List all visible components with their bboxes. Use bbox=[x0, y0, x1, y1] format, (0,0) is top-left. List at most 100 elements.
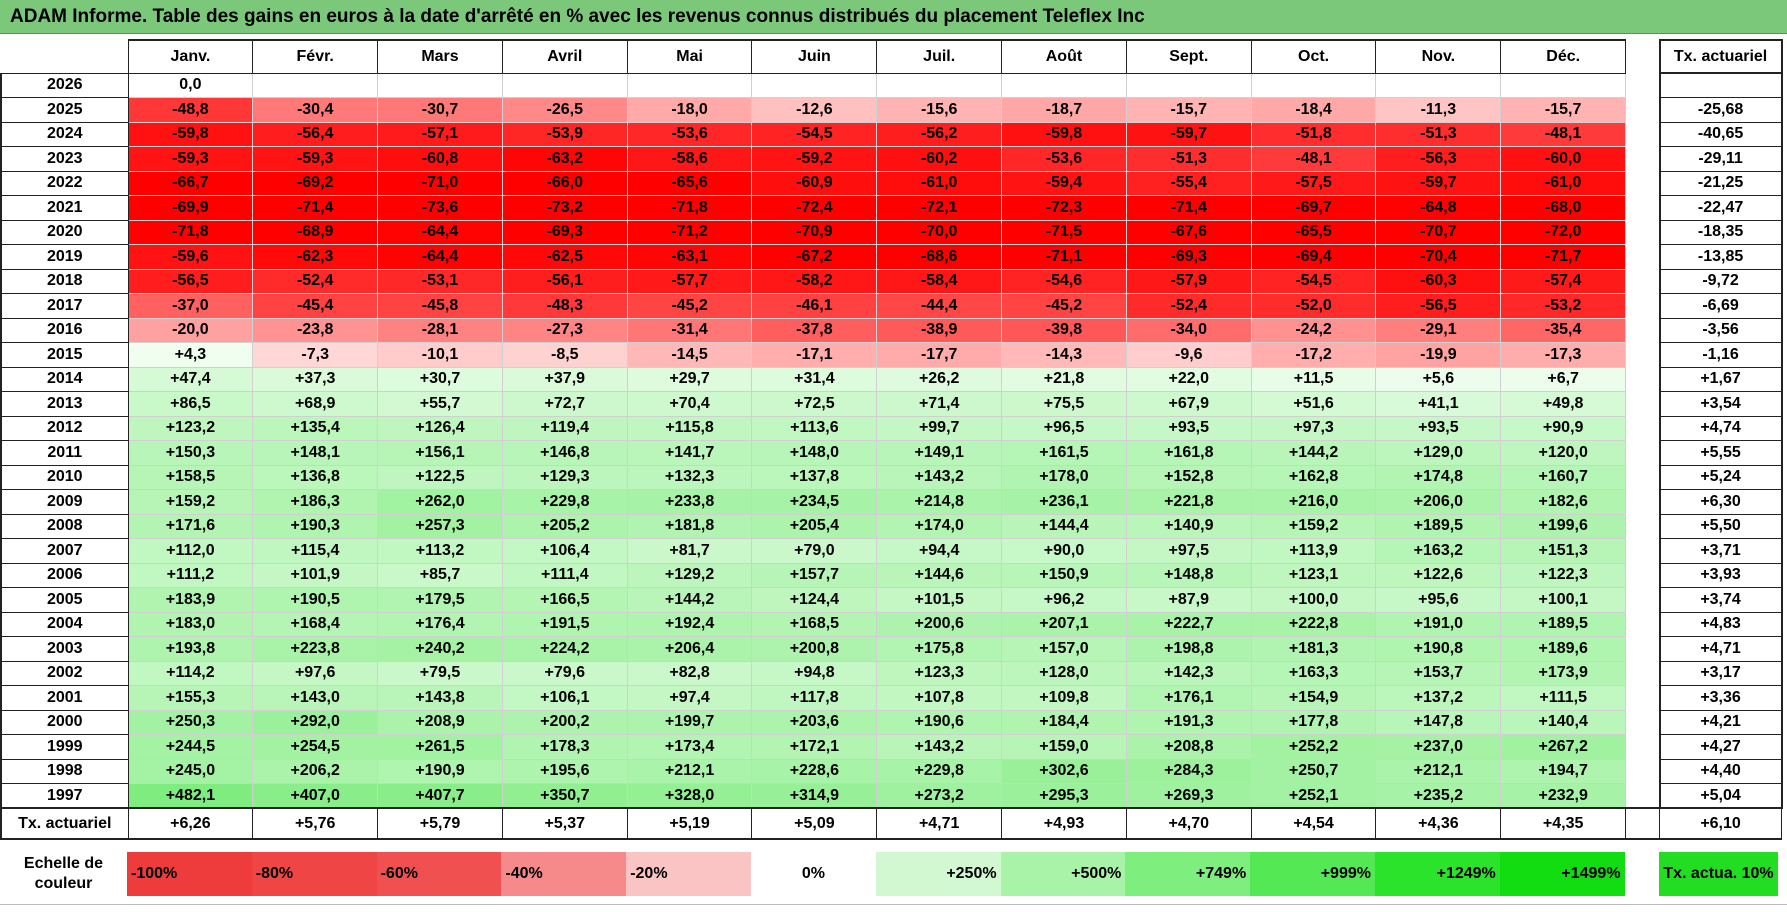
value-cell: +161,8 bbox=[1125, 440, 1252, 466]
scale-swatch: +1499% bbox=[1499, 852, 1625, 896]
value-cell: +273,2 bbox=[876, 783, 1003, 809]
scale-swatch: -40% bbox=[501, 852, 627, 896]
column-gap bbox=[1625, 122, 1660, 147]
value-cell: +177,8 bbox=[1250, 709, 1377, 735]
table-row: 2013 +86,5 +68,9 +55,7 +72,7 +70,4 +72,5 +71,4 +… bbox=[0, 391, 1783, 417]
value-cell: +195,6 bbox=[501, 758, 628, 784]
scale-label: Echelle de couleur bbox=[23, 855, 104, 892]
value-cell: -23,8 bbox=[252, 317, 379, 343]
value-cell: -48,8 bbox=[127, 97, 254, 123]
value-cell: +106,4 bbox=[501, 538, 628, 564]
year-label: 2023 bbox=[0, 146, 129, 172]
value-cell: +234,5 bbox=[751, 489, 878, 515]
value-cell: +482,1 bbox=[127, 783, 254, 809]
value-cell: +200,8 bbox=[751, 636, 878, 662]
value-cell: +143,2 bbox=[876, 734, 1003, 760]
value-cell: +150,9 bbox=[1001, 562, 1127, 588]
value-cell: +162,8 bbox=[1250, 464, 1377, 490]
value-cell: +252,1 bbox=[1250, 783, 1377, 809]
value-cell: -54,5 bbox=[1250, 268, 1377, 294]
value-cell: +142,3 bbox=[1125, 660, 1252, 686]
value-cell: +168,5 bbox=[751, 611, 878, 637]
value-cell: +160,7 bbox=[1500, 464, 1627, 490]
annual-rate-cell: +4,40 bbox=[1658, 758, 1783, 784]
table-row: 2021 -69,9 -71,4 -73,6 -73,2 -71,8 -72,4 -72,1-… bbox=[0, 195, 1783, 221]
value-cell: -7,3 bbox=[252, 342, 379, 368]
value-cell: -61,0 bbox=[876, 170, 1003, 196]
value-cell: -19,9 bbox=[1375, 342, 1502, 368]
value-cell: -59,6 bbox=[127, 244, 254, 270]
value-cell: +161,5 bbox=[1001, 440, 1127, 466]
value-cell: +175,8 bbox=[876, 636, 1003, 662]
value-cell: -56,3 bbox=[1375, 146, 1502, 172]
value-cell: +119,4 bbox=[501, 415, 628, 441]
footer-value: +4,54 bbox=[1250, 807, 1377, 840]
value-cell: +176,4 bbox=[377, 611, 503, 637]
value-cell: +267,2 bbox=[1500, 734, 1627, 760]
value-cell: +111,2 bbox=[127, 562, 254, 588]
value-cell: -53,6 bbox=[1001, 146, 1127, 172]
value-cell: +112,0 bbox=[127, 538, 254, 564]
year-label: 1997 bbox=[0, 783, 129, 809]
table-row: 1997 +482,1 +407,0 +407,7 +350,7 +328,0 +314,9… bbox=[0, 783, 1783, 809]
value-cell: -58,2 bbox=[751, 268, 878, 294]
column-gap bbox=[1625, 783, 1660, 808]
value-cell: -37,0 bbox=[127, 293, 254, 319]
value-cell: +4,3 bbox=[127, 342, 254, 368]
value-cell: +79,5 bbox=[377, 660, 503, 686]
scale-swatch: +500% bbox=[1000, 852, 1126, 896]
value-cell: +135,4 bbox=[252, 415, 379, 441]
value-cell: +233,8 bbox=[626, 489, 753, 515]
value-cell: -69,9 bbox=[127, 195, 254, 221]
value-cell: +101,5 bbox=[876, 587, 1003, 613]
value-cell: +157,0 bbox=[1001, 636, 1127, 662]
value-cell: -57,5 bbox=[1250, 170, 1377, 196]
column-gap bbox=[1625, 195, 1660, 220]
value-cell: -9,6 bbox=[1125, 342, 1252, 368]
year-label: 2024 bbox=[0, 121, 129, 147]
page-title: ADAM Informe. Table des gains en euros à… bbox=[0, 0, 1787, 34]
value-cell: +123,2 bbox=[127, 415, 254, 441]
month-header: Juin bbox=[751, 39, 878, 74]
column-gap bbox=[1625, 710, 1660, 735]
year-label: 2019 bbox=[0, 244, 129, 270]
value-cell: +128,0 bbox=[1001, 660, 1127, 686]
value-cell: +148,0 bbox=[751, 440, 878, 466]
value-cell: 0,0 bbox=[127, 72, 254, 98]
value-cell: +81,7 bbox=[626, 538, 753, 564]
value-cell: +183,0 bbox=[127, 611, 254, 637]
value-cell: -17,2 bbox=[1250, 342, 1377, 368]
scale-swatch: -80% bbox=[251, 852, 377, 896]
value-cell: -67,6 bbox=[1125, 219, 1252, 245]
value-cell: +199,7 bbox=[626, 709, 753, 735]
value-cell: -18,0 bbox=[626, 97, 753, 123]
value-cell: +328,0 bbox=[626, 783, 753, 809]
year-label: 2012 bbox=[0, 415, 129, 441]
value-cell: +122,6 bbox=[1375, 562, 1502, 588]
value-cell: +166,5 bbox=[501, 587, 628, 613]
table-row: 2007 +112,0 +115,4 +113,2 +106,4 +81,7 +79,0 +9… bbox=[0, 538, 1783, 564]
month-header: Févr. bbox=[252, 39, 379, 74]
column-gap bbox=[1625, 416, 1660, 441]
value-cell: +129,2 bbox=[626, 562, 753, 588]
value-cell: -15,7 bbox=[1125, 97, 1252, 123]
value-cell: -71,8 bbox=[626, 195, 753, 221]
value-cell: -71,1 bbox=[1001, 244, 1127, 270]
value-cell: -17,7 bbox=[876, 342, 1003, 368]
annual-rate-cell: -13,85 bbox=[1658, 244, 1783, 270]
table-body: 2026 0,0 2025 -48,8 -30,4 -30,7 -26,5 -18,0 -12,… bbox=[0, 72, 1783, 840]
value-cell: -29,1 bbox=[1375, 317, 1502, 343]
empty-cell bbox=[1375, 72, 1502, 98]
value-cell: -62,5 bbox=[501, 244, 628, 270]
value-cell: -60,8 bbox=[377, 146, 503, 172]
value-cell: -73,2 bbox=[501, 195, 628, 221]
value-cell: -72,0 bbox=[1500, 219, 1627, 245]
value-cell: -45,2 bbox=[1001, 293, 1127, 319]
value-cell: -71,5 bbox=[1001, 219, 1127, 245]
value-cell: +237,0 bbox=[1375, 734, 1502, 760]
value-cell: +168,4 bbox=[252, 611, 379, 637]
table-row: 2012 +123,2 +135,4 +126,4 +119,4 +115,8 +113,6… bbox=[0, 415, 1783, 441]
value-cell: +190,6 bbox=[876, 709, 1003, 735]
value-cell: -26,5 bbox=[501, 97, 628, 123]
value-cell: +159,0 bbox=[1001, 734, 1127, 760]
